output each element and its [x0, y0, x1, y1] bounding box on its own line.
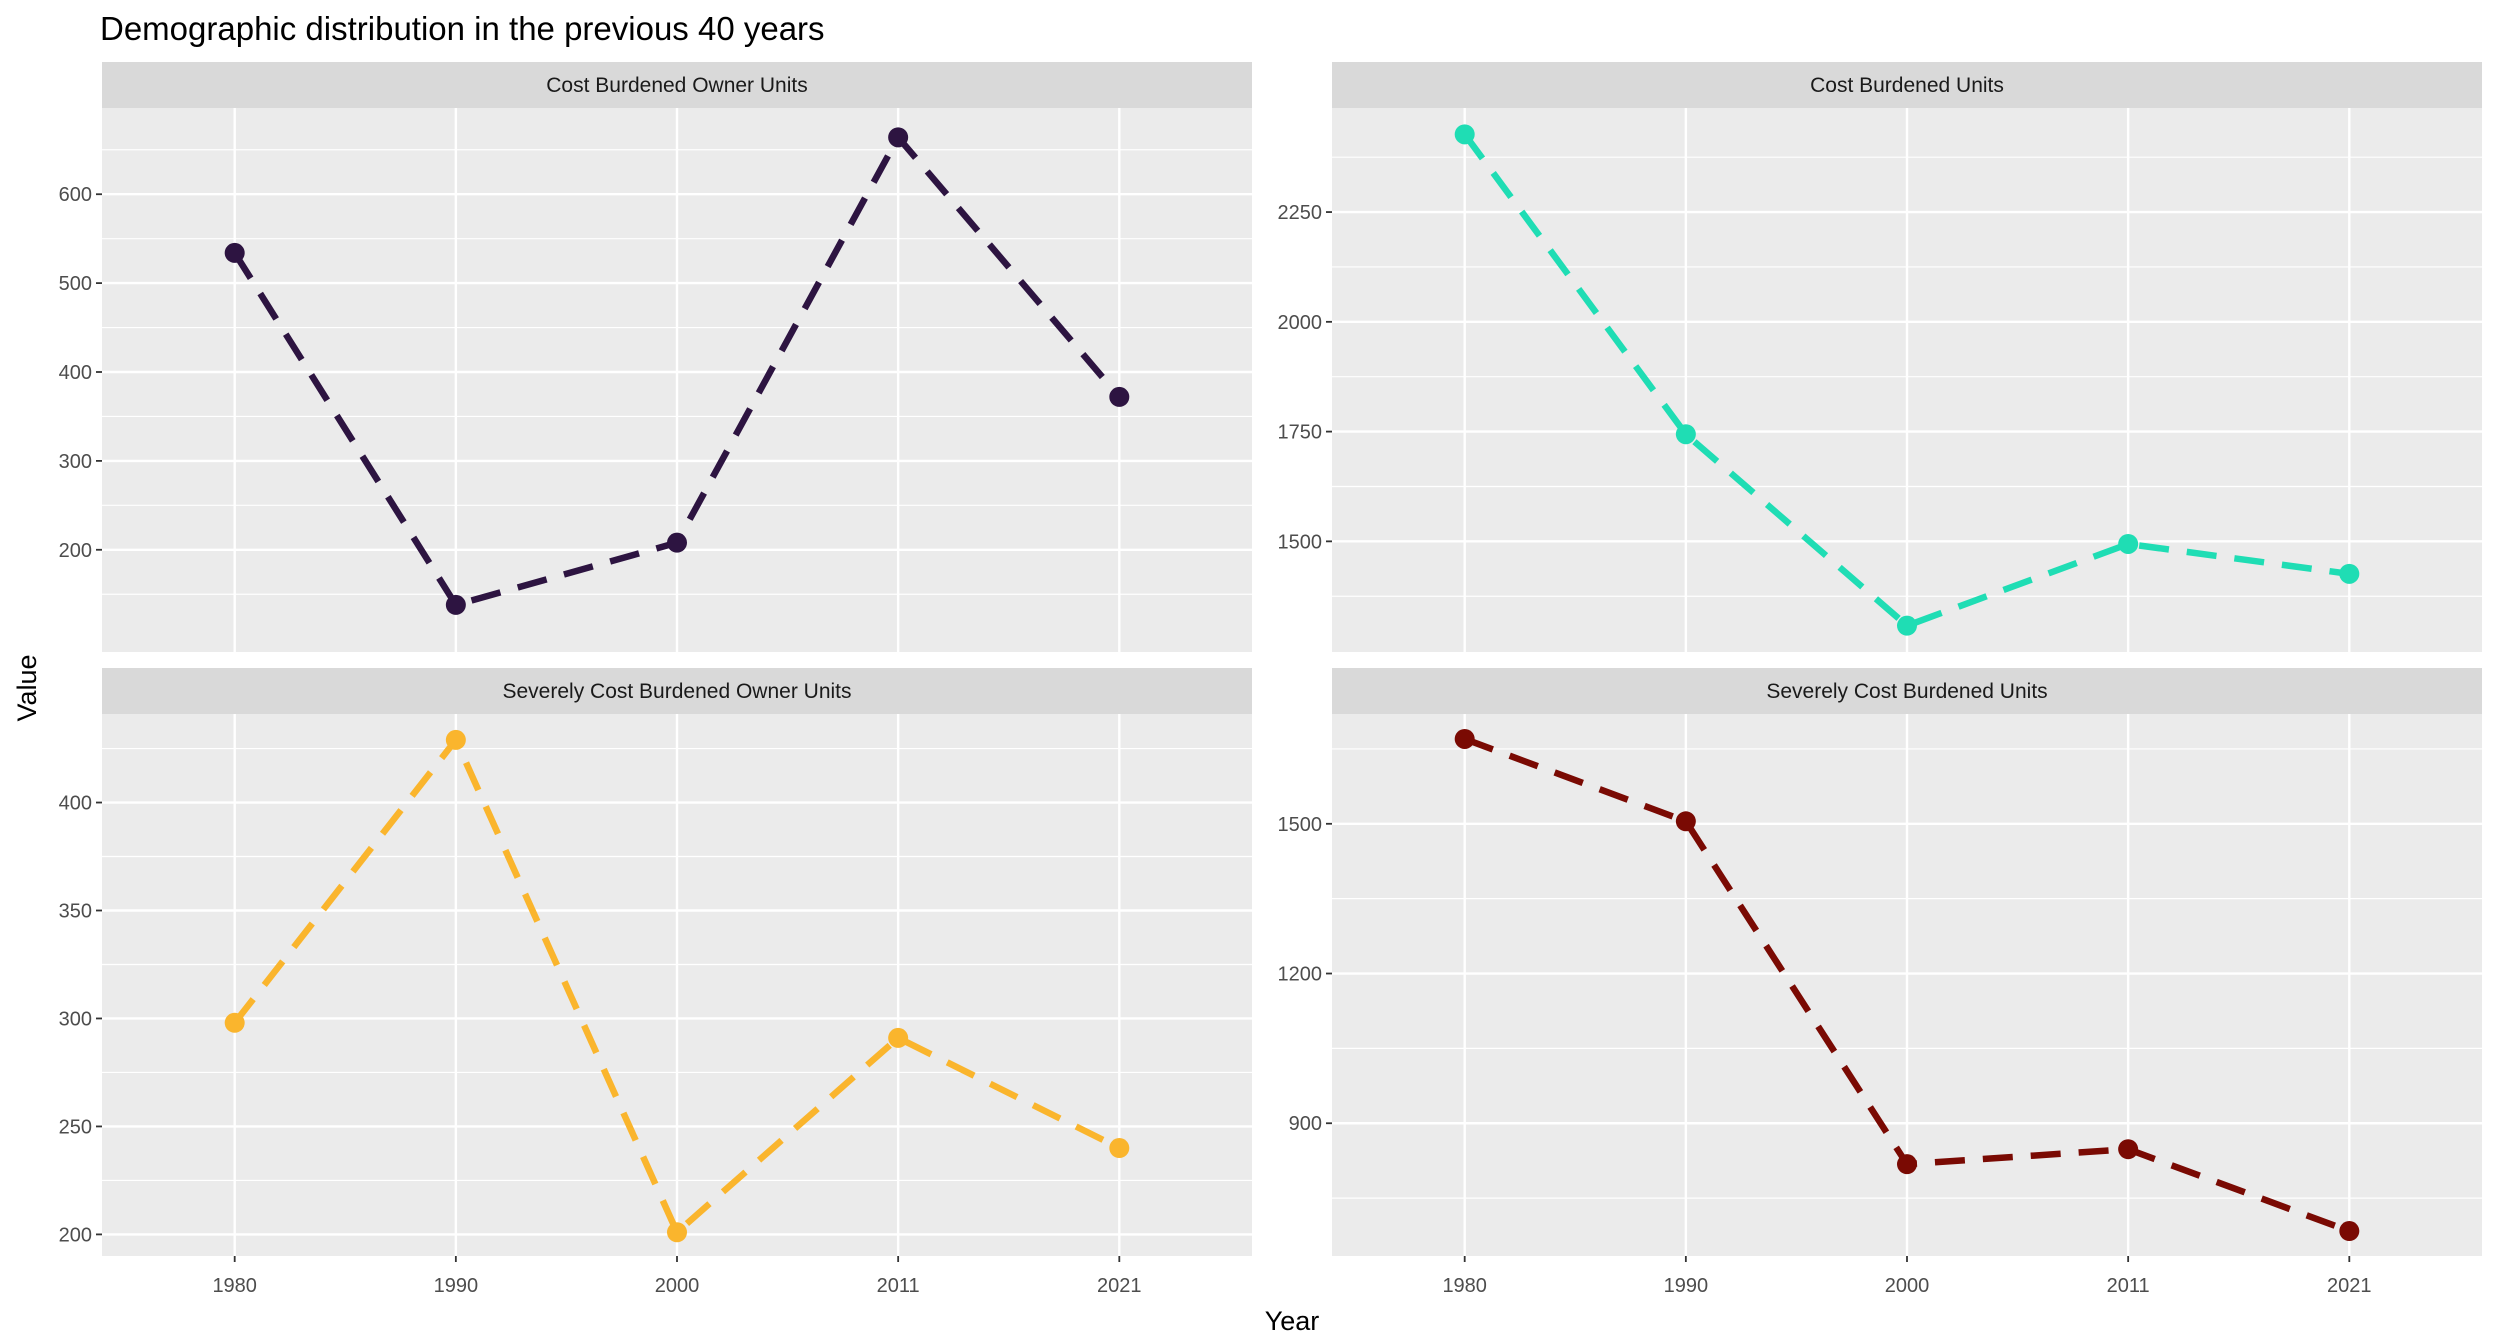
data-point-2021: [2339, 1221, 2360, 1242]
strip-label: Cost Burdened Units: [1810, 74, 2004, 97]
y-tick-label: 350: [59, 901, 92, 923]
data-point-2021: [1109, 386, 1130, 407]
y-tick-label: 1500: [1278, 531, 1323, 553]
y-tick-label: 1500: [1278, 814, 1323, 836]
x-tick-label: 1980: [1442, 1275, 1487, 1297]
y-tick-label: 1200: [1278, 964, 1323, 986]
data-point-2011: [2118, 533, 2139, 554]
data-point-1980: [1454, 728, 1475, 749]
data-point-1980: [224, 242, 245, 263]
x-axis-title: Year: [1265, 1306, 1320, 1336]
data-point-1980: [1454, 124, 1475, 145]
data-point-1990: [1675, 811, 1696, 832]
data-point-1990: [445, 594, 466, 615]
data-point-2000: [667, 532, 687, 553]
data-point-2000: [1897, 1154, 1917, 1175]
y-tick-label: 300: [59, 451, 92, 473]
x-tick-label: 1990: [1664, 1275, 1709, 1297]
y-tick-label: 200: [59, 540, 92, 562]
strip-background: [102, 668, 1252, 714]
x-tick-label: 2011: [877, 1275, 920, 1297]
series-line-cost-burdened-units: [1462, 132, 2350, 629]
y-tick-label: 400: [59, 362, 92, 384]
y-tick-label: 2250: [1278, 202, 1323, 224]
panel-severely-cost-burdened-owner-units: Severely Cost Burdened Owner Units 200 250…: [59, 668, 1252, 1297]
y-tick-label: 300: [59, 1008, 92, 1030]
data-point-2021: [2339, 563, 2360, 584]
strip-background: [102, 62, 1252, 108]
x-tick-label: 1990: [434, 1275, 479, 1297]
y-tick-label: 2000: [1278, 312, 1323, 334]
data-point-2011: [888, 127, 909, 148]
data-point-2011: [888, 1027, 909, 1048]
data-point-2000: [667, 1222, 687, 1243]
data-point-2000: [1897, 615, 1917, 636]
x-tick-label: 2000: [1885, 1275, 1930, 1297]
data-point-1990: [445, 729, 466, 750]
x-tick-label: 2021: [1097, 1275, 1142, 1297]
data-point-2021: [1109, 1138, 1130, 1159]
strip-background: [1332, 668, 2482, 714]
panel-cost-burdened-units: Cost Burdened Units 1500 1750 2000 2250: [1278, 62, 2482, 652]
data-point-1990: [1675, 424, 1696, 445]
strip-label: Severely Cost Burdened Units: [1766, 680, 2047, 703]
y-tick-label: 500: [59, 273, 92, 295]
strip-label: Cost Burdened Owner Units: [546, 74, 807, 97]
y-tick-label: 900: [1289, 1113, 1322, 1135]
panel-severely-cost-burdened-units: Severely Cost Burdened Units 900 1200 1500 1…: [1278, 668, 2482, 1297]
y-tick-label: 600: [59, 184, 92, 206]
data-point-1980: [224, 1012, 245, 1033]
x-tick-label: 2021: [2327, 1275, 2372, 1297]
strip-background: [1332, 62, 2482, 108]
data-point-2011: [2118, 1139, 2139, 1160]
x-tick-label: 2000: [655, 1275, 700, 1297]
y-tick-label: 1750: [1278, 422, 1323, 444]
plot-title: Demographic distribution in the previous…: [100, 10, 825, 47]
panel-cost-burdened-owner-units: Cost Burdened Owner Units 200 300 400 500 600: [59, 62, 1252, 652]
strip-label: Severely Cost Burdened Owner Units: [503, 680, 852, 703]
y-tick-label: 400: [59, 793, 92, 815]
y-tick-label: 250: [59, 1116, 92, 1138]
series-line-severely-cost-burdened-owner-units: [232, 736, 1121, 1236]
y-axis-title: Value: [12, 654, 42, 721]
y-tick-label: 200: [59, 1224, 92, 1246]
x-tick-label: 2011: [2107, 1275, 2150, 1297]
panels-layer: Cost Burdened Owner Units 200 300 400 500 600…: [59, 62, 2482, 1297]
x-tick-label: 1980: [212, 1275, 257, 1297]
